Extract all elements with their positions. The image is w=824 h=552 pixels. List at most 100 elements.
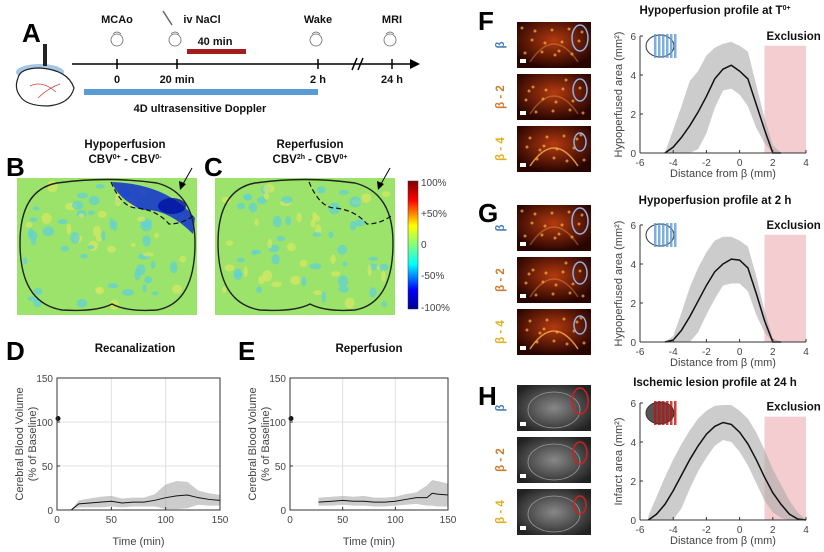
lesion-contour bbox=[572, 261, 588, 285]
cbv-map-reperfusion bbox=[215, 167, 395, 315]
y-tick-label: 6 bbox=[630, 399, 636, 410]
y-tick-label: 0 bbox=[630, 149, 636, 160]
slice-label: β bbox=[495, 41, 507, 48]
scale-bar bbox=[520, 111, 526, 115]
colorbar-label: +50% bbox=[421, 209, 447, 220]
y-tick-label: 2 bbox=[630, 110, 636, 121]
y-tick-label: 4 bbox=[630, 260, 636, 271]
y-axis-label-unit: (% of Baseline) bbox=[260, 407, 272, 482]
x-tick-label: 2 bbox=[770, 158, 776, 169]
brain-slice-image bbox=[517, 437, 591, 483]
map-c-formula: CBV2h - CBV0+ bbox=[273, 154, 348, 166]
y-tick-label: 6 bbox=[630, 32, 636, 43]
lesion-contour bbox=[572, 78, 588, 102]
y-tick-label: 4 bbox=[630, 71, 636, 82]
event-wake: Wake bbox=[304, 14, 332, 26]
x-tick-label: -6 bbox=[636, 347, 645, 358]
x-tick-label: 100 bbox=[387, 515, 404, 526]
scale-bar bbox=[520, 526, 526, 530]
y-axis-label: Cerebral Blood Volume bbox=[247, 387, 259, 500]
x-tick-label: 4 bbox=[803, 158, 809, 169]
scale-bar bbox=[520, 59, 526, 63]
y-tick-label: 0 bbox=[47, 506, 53, 517]
lesion-contour bbox=[573, 495, 587, 515]
event-mcao: MCAo bbox=[101, 14, 133, 26]
tick-label: 24 h bbox=[381, 74, 403, 86]
syringe-icon bbox=[162, 10, 173, 26]
lesion-contour bbox=[571, 387, 589, 415]
y-tick-label: 100 bbox=[36, 418, 53, 429]
tick-label: 2 h bbox=[310, 74, 326, 86]
brain-slice-image bbox=[517, 74, 591, 120]
x-tick-label: 150 bbox=[212, 515, 229, 526]
chart-title: Hypoperfusion profile at T0+ bbox=[639, 5, 790, 17]
confidence-band bbox=[71, 480, 220, 510]
mean-line bbox=[318, 492, 449, 503]
exclusion-label: Exclusion bbox=[767, 402, 821, 414]
x-tick-label: 150 bbox=[440, 515, 457, 526]
chart-title: Recanalization bbox=[95, 343, 176, 355]
mouse-icon bbox=[110, 31, 124, 47]
x-tick-label: 0 bbox=[54, 515, 60, 526]
brain-slice-image bbox=[517, 489, 591, 535]
scale-bar bbox=[520, 422, 526, 426]
y-axis-label-unit: (% of Baseline) bbox=[27, 407, 39, 482]
x-tick-label: 0 bbox=[287, 515, 293, 526]
x-tick-label: -6 bbox=[636, 525, 645, 536]
slice-label: β - 4 bbox=[495, 320, 507, 344]
panel-letter-f: F bbox=[478, 6, 494, 36]
x-tick-label: -4 bbox=[669, 347, 678, 358]
y-axis-label: Infarct area (mm²) bbox=[613, 417, 625, 505]
chart-d: Recanalization 0 50 100 150 0 50 100 150 Time (mi… bbox=[14, 343, 229, 548]
y-tick-label: 0 bbox=[630, 516, 636, 527]
chart-f: Hypoperfusion profile at T0+ Exclusion -6 -… bbox=[495, 5, 821, 180]
baseline-point bbox=[288, 415, 294, 421]
y-tick-label: 0 bbox=[280, 506, 286, 517]
x-tick-label: -2 bbox=[702, 347, 711, 358]
x-tick-label: 0 bbox=[737, 158, 743, 169]
x-tick-label: 4 bbox=[803, 525, 809, 536]
x-tick-label: 50 bbox=[106, 515, 118, 526]
y-tick-label: 150 bbox=[36, 374, 53, 385]
brain-slice-image bbox=[517, 126, 591, 172]
y-tick-label: 150 bbox=[269, 374, 286, 385]
slice-label: β - 2 bbox=[495, 85, 507, 109]
slice-label: β bbox=[495, 224, 507, 231]
confidence-band bbox=[664, 236, 782, 342]
brain-slice-image bbox=[517, 309, 591, 355]
lesion-contour bbox=[571, 24, 589, 52]
scale-bar bbox=[520, 294, 526, 298]
x-axis-label: Time (min) bbox=[112, 536, 164, 548]
mean-line bbox=[70, 494, 221, 511]
tick-label: 20 min bbox=[160, 74, 195, 86]
mean-line bbox=[664, 64, 782, 154]
y-tick-label: 100 bbox=[269, 418, 286, 429]
lesion-contour bbox=[571, 207, 589, 235]
scale-bar bbox=[520, 242, 526, 246]
slice-label: β - 4 bbox=[495, 137, 507, 161]
mouse-icon bbox=[383, 31, 397, 47]
y-axis-label: Cerebral Blood Volume bbox=[14, 387, 26, 500]
x-tick-label: 4 bbox=[803, 347, 809, 358]
y-tick-label: 4 bbox=[630, 438, 636, 449]
panel-letter-g: G bbox=[478, 198, 498, 228]
x-tick-label: 2 bbox=[770, 525, 776, 536]
mean-line bbox=[664, 258, 782, 343]
axes-box bbox=[289, 377, 449, 511]
panel-letter-d: D bbox=[6, 336, 25, 366]
brain-slice-image bbox=[517, 257, 591, 303]
confidence-band bbox=[318, 480, 448, 507]
y-tick-label: 50 bbox=[42, 462, 54, 473]
lesion-contour bbox=[572, 441, 588, 465]
tick-label: 0 bbox=[114, 74, 120, 86]
map-c-title: Reperfusion bbox=[276, 139, 343, 151]
panel-letter-a: A bbox=[22, 18, 41, 48]
ultrasound-probe-icon bbox=[43, 44, 47, 66]
exclusion-region bbox=[764, 45, 806, 153]
scale-bar bbox=[520, 163, 526, 167]
confidence-band bbox=[664, 41, 782, 153]
confidence-band bbox=[648, 404, 806, 520]
timeline-arrow bbox=[410, 59, 420, 69]
x-tick-label: -2 bbox=[702, 525, 711, 536]
